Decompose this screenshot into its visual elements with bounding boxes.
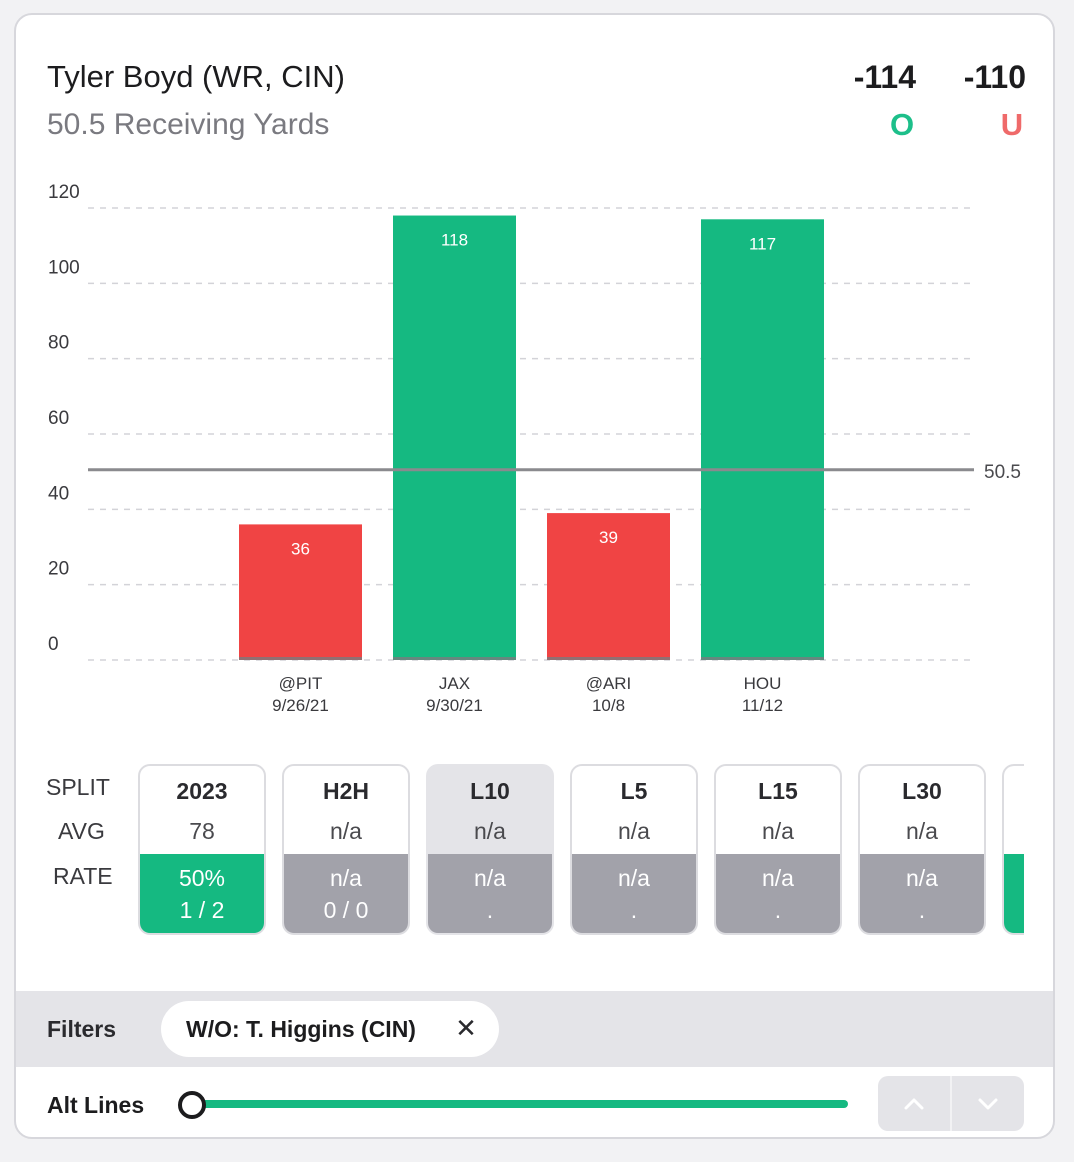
y-tick-label: 120 (48, 182, 80, 203)
split-rate-fraction: 1 / 2 (179, 897, 225, 923)
increase-line-button[interactable] (878, 1076, 950, 1131)
y-tick-label: 0 (48, 634, 59, 655)
split-average: n/a (762, 818, 794, 844)
split-title: L5 (620, 778, 648, 804)
split-card-l15[interactable]: L15 n/a n/a. (714, 764, 842, 935)
bar-at-ari (547, 513, 670, 660)
alt-lines-slider-track[interactable] (192, 1100, 848, 1108)
alt-lines-row: Alt Lines (16, 1067, 1053, 1137)
player-name: Tyler Boyd (WR, CIN) (47, 59, 345, 94)
over-label[interactable]: O (889, 107, 915, 142)
x-tick-label: @PIT (279, 674, 323, 693)
split-rate-percent: n/a (330, 865, 362, 891)
y-tick-label: 20 (48, 559, 69, 580)
bar-baseline (393, 657, 516, 660)
split-card-l10[interactable]: L10 n/a n/a. (426, 764, 554, 935)
split-rate-fraction: . (630, 897, 638, 923)
split-rate: n/a. (716, 854, 840, 933)
rate-label: RATE (53, 863, 113, 889)
alt-lines-slider-handle[interactable] (178, 1091, 206, 1119)
split-rate: n/a. (572, 854, 696, 933)
x-tick-label: JAX (439, 674, 470, 693)
split-average: n/a (906, 818, 938, 844)
x-tick-date: 9/26/21 (272, 696, 329, 715)
under-label[interactable]: U (1000, 107, 1024, 142)
close-icon[interactable]: ✕ (455, 1013, 477, 1043)
bar-baseline (701, 657, 824, 660)
split-rate: n/a 0 / 0 (284, 854, 408, 933)
split-rate-fraction: . (486, 897, 494, 923)
threshold-label: 50.5 (984, 462, 1021, 483)
chevron-down-icon (978, 1098, 998, 1110)
split-rate-fraction: . (918, 897, 926, 923)
split-rate-fraction: 0 / 0 (323, 897, 369, 923)
x-tick-label: HOU (744, 674, 782, 693)
split-title: L10 (470, 778, 510, 804)
y-tick-label: 100 (48, 257, 80, 278)
split-title: L15 (758, 778, 798, 804)
split-card-h2h[interactable]: H2H n/a n/a 0 / 0 (282, 764, 410, 935)
split-average: 78 (189, 818, 215, 844)
split-card-2023[interactable]: 2023 78 50% 1 / 2 (138, 764, 266, 935)
filters-bar: Filters W/O: T. Higgins (CIN) ✕ (16, 991, 1053, 1067)
y-tick-label: 60 (48, 408, 69, 429)
bar-baseline (239, 657, 362, 660)
x-tick-date: 9/30/21 (426, 696, 483, 715)
x-tick-date: 11/12 (742, 696, 783, 715)
bar-value-label: 118 (441, 231, 468, 250)
filter-chip-label: W/O: T. Higgins (CIN) (186, 1016, 416, 1042)
alt-lines-label: Alt Lines (47, 1092, 145, 1118)
chevron-up-icon (904, 1098, 924, 1110)
bar-hou (701, 219, 824, 661)
bar-at-pit (239, 524, 362, 660)
split-rate-percent: n/a (618, 865, 650, 891)
split-rate-percent: n/a (762, 865, 794, 891)
x-tick-date: 10/8 (592, 696, 625, 715)
prop-card: Tyler Boyd (WR, CIN) 50.5 Receiving Yard… (14, 13, 1055, 1139)
line-stepper (878, 1076, 1024, 1131)
decrease-line-button[interactable] (952, 1076, 1024, 1131)
under-odds[interactable]: -110 (963, 59, 1026, 95)
split-average: n/a (330, 818, 362, 844)
split-rate-percent: n/a (474, 865, 506, 891)
x-tick-label: @ARI (586, 674, 632, 693)
split-label: SPLIT (46, 774, 110, 800)
over-odds[interactable]: -114 (853, 59, 916, 95)
game-log-bar-chart: 0 20 40 60 80 100 120 36 @PIT 9/26/21 118 JAX 9/30/2… (48, 182, 1021, 715)
filters-label: Filters (47, 1016, 117, 1042)
market-line: 50.5 Receiving Yards (47, 108, 330, 141)
y-tick-label: 40 (48, 483, 69, 504)
split-rate: n/a. (860, 854, 984, 933)
split-rate-percent: 50% (178, 865, 226, 891)
split-card-l5[interactable]: L5 n/a n/a. (570, 764, 698, 935)
bar-jax (393, 215, 516, 660)
bar-value-label: 117 (749, 234, 776, 253)
bar-value-label: 36 (291, 539, 310, 558)
split-rate: 50% 1 / 2 (140, 854, 264, 933)
split-average: n/a (474, 818, 506, 844)
split-title: L30 (902, 778, 942, 804)
filter-chip[interactable]: W/O: T. Higgins (CIN) ✕ (161, 1001, 499, 1057)
avg-label: AVG (58, 818, 105, 844)
stepper-divider (950, 1076, 952, 1131)
y-tick-label: 80 (48, 333, 69, 354)
split-title: H2H (322, 778, 369, 804)
split-card-l30[interactable]: L30 n/a n/a. (858, 764, 986, 935)
split-card-next[interactable] (1002, 764, 1024, 935)
split-rate: n/a. (428, 854, 552, 933)
bar-baseline (547, 657, 670, 660)
split-rate (1004, 854, 1024, 933)
bar-value-label: 39 (599, 528, 618, 547)
split-rate-percent: n/a (906, 865, 938, 891)
split-average: n/a (618, 818, 650, 844)
split-title: 2023 (176, 778, 228, 804)
split-rate-fraction: . (774, 897, 782, 923)
